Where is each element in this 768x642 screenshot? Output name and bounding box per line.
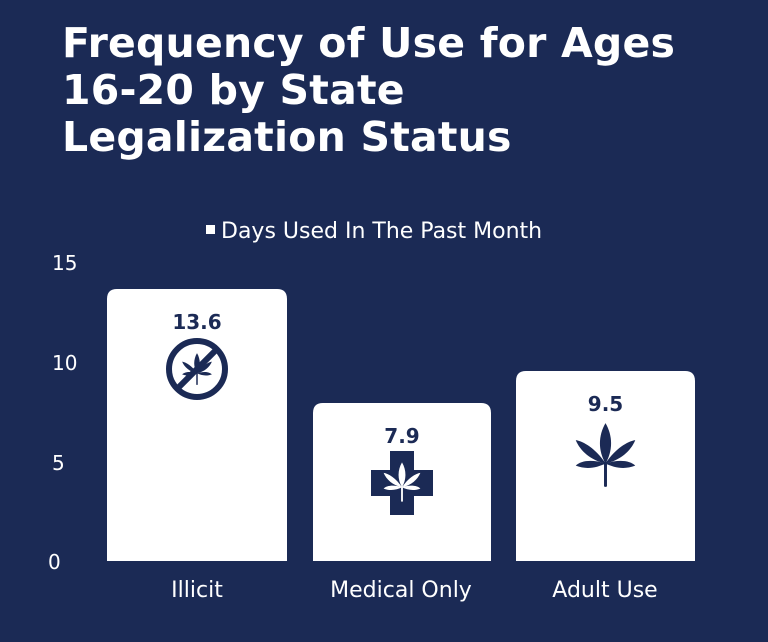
y-tick-label: 0 (48, 550, 61, 574)
bars: 13.6 7.9 9.5 (107, 289, 695, 561)
legend-label: Days Used In The Past Month (221, 219, 542, 244)
bar-illicit (107, 289, 287, 561)
data-label: 7.9 (384, 424, 419, 448)
y-axis: 0 5 10 15 (48, 251, 77, 574)
x-axis: Illicit Medical Only Adult Use (171, 578, 658, 603)
x-tick-label: Adult Use (552, 578, 657, 603)
medical-cross-cannabis-icon (371, 451, 433, 515)
x-tick-label: Medical Only (330, 578, 472, 603)
no-cannabis-icon (166, 338, 228, 400)
y-tick-label: 15 (52, 251, 77, 275)
legend: Days Used In The Past Month (206, 219, 542, 244)
legend-swatch (206, 225, 215, 234)
data-label: 13.6 (172, 310, 221, 334)
chart-title: Frequency of Use for Ages 16-20 by State… (62, 19, 676, 161)
y-tick-label: 10 (52, 351, 77, 375)
data-label: 9.5 (588, 392, 623, 416)
y-tick-label: 5 (52, 451, 65, 475)
x-tick-label: Illicit (171, 578, 223, 603)
